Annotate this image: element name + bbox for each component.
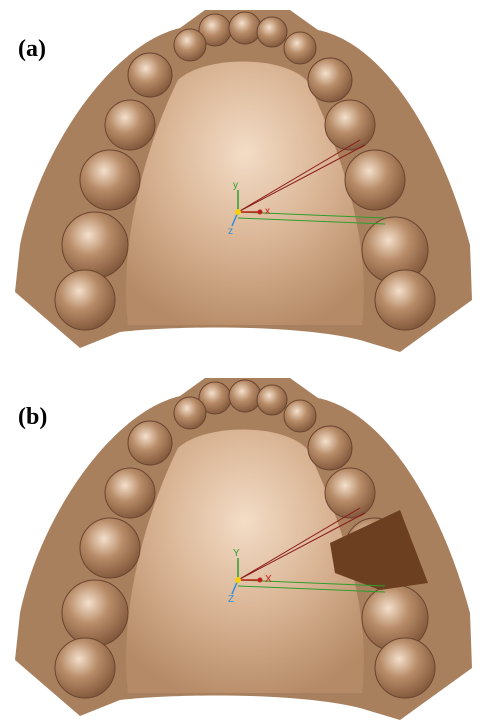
- tooth: [284, 400, 316, 432]
- tooth: [105, 100, 155, 150]
- tooth: [375, 638, 435, 698]
- origin: [235, 577, 241, 583]
- panel: y x z (a): [15, 10, 472, 352]
- page: yxz(a)YXZ(b) (() => { const data = JSON.…: [0, 0, 487, 724]
- tooth: [55, 270, 115, 330]
- axis-x-label: X: [265, 574, 272, 585]
- axis-y-label: Y: [233, 548, 240, 559]
- tooth: [325, 100, 375, 150]
- axis-z-label: Z: [228, 594, 234, 605]
- tooth: [229, 12, 261, 44]
- tooth: [325, 468, 375, 518]
- tooth: [105, 468, 155, 518]
- tooth: [345, 150, 405, 210]
- panel-label: (a): [18, 36, 46, 62]
- panel: Y X Z (b): [15, 378, 472, 720]
- tooth: [308, 426, 352, 470]
- axis-y-label: y: [233, 180, 238, 191]
- figure: y x z (a) Y X Z (b): [0, 0, 487, 724]
- tooth: [174, 397, 206, 429]
- tooth: [174, 29, 206, 61]
- tooth: [80, 518, 140, 578]
- tooth: [80, 150, 140, 210]
- tooth: [257, 385, 287, 415]
- axis-x-dot: [258, 578, 263, 583]
- panel-label: (b): [18, 404, 47, 430]
- origin: [235, 209, 241, 215]
- tooth: [284, 32, 316, 64]
- tooth: [229, 380, 261, 412]
- axis-x-label: x: [265, 206, 270, 217]
- axis-x-dot: [258, 210, 263, 215]
- tooth: [55, 638, 115, 698]
- tooth: [375, 270, 435, 330]
- tooth: [308, 58, 352, 102]
- tooth: [128, 53, 172, 97]
- tooth: [62, 212, 128, 278]
- tooth: [62, 580, 128, 646]
- tooth: [257, 17, 287, 47]
- axis-z-label: z: [228, 226, 233, 237]
- tooth: [128, 421, 172, 465]
